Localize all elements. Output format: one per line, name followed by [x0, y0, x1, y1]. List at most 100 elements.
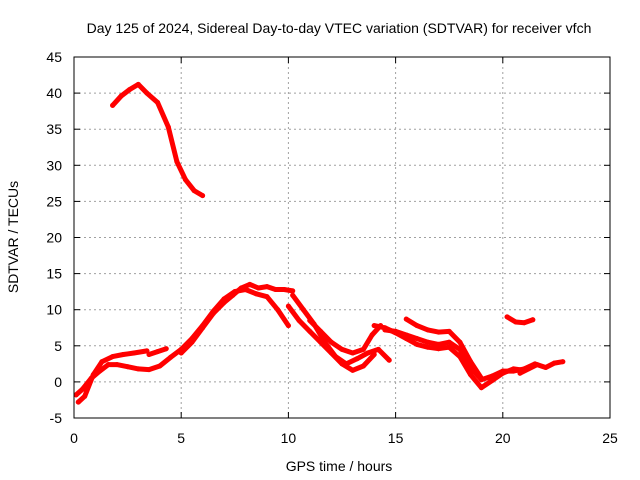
y-axis-label: SDTVAR / TECUs — [5, 181, 21, 293]
data-point — [290, 292, 296, 298]
data-point — [99, 359, 105, 365]
y-tick-label: 10 — [46, 302, 62, 318]
data-point — [436, 346, 441, 352]
data-point — [468, 372, 474, 378]
data-point — [174, 159, 180, 165]
y-tick-label: 45 — [46, 49, 62, 65]
data-point — [146, 352, 152, 357]
data-point — [144, 90, 150, 96]
x-tick-label: 20 — [495, 430, 511, 446]
data-point — [285, 303, 291, 309]
data-point — [90, 372, 96, 378]
data-point — [425, 344, 431, 350]
data-point — [478, 385, 484, 391]
data-point — [191, 188, 197, 194]
data-point — [350, 367, 356, 373]
data-point — [560, 359, 566, 365]
data-point — [500, 368, 506, 374]
data-point — [264, 284, 270, 290]
data-point — [354, 356, 360, 362]
data-point — [371, 323, 377, 329]
data-point — [414, 341, 420, 347]
data-point — [521, 320, 527, 326]
data-point — [307, 318, 313, 323]
data-point — [178, 350, 184, 356]
data-point — [221, 300, 227, 305]
x-tick-label: 10 — [281, 430, 297, 446]
data-point — [281, 287, 287, 292]
data-point — [125, 364, 131, 370]
data-point — [200, 193, 206, 199]
data-point — [530, 317, 536, 323]
x-tick-label: 0 — [70, 430, 78, 446]
data-point — [264, 294, 270, 300]
data-point — [489, 373, 495, 379]
data-point — [350, 350, 356, 356]
data-point — [82, 393, 88, 399]
data-point — [230, 292, 236, 298]
y-tick-label: 5 — [54, 338, 62, 354]
data-point — [478, 375, 484, 381]
data-point — [414, 336, 420, 342]
data-point — [307, 328, 313, 334]
data-point — [273, 287, 278, 292]
ticks: 0 5 10 15 20 25 -5 0 5 10 15 20 25 30 35 40 45 — [46, 49, 618, 446]
data-point — [322, 339, 328, 345]
data-point — [290, 288, 296, 294]
chart-title: Day 125 of 2024, Sidereal Day-to-day VTE… — [87, 20, 592, 36]
data-point — [513, 319, 519, 325]
data-point — [360, 346, 366, 352]
data-point — [333, 354, 339, 360]
y-tick-label: 30 — [46, 157, 62, 173]
data-point — [318, 328, 324, 334]
series-main-arc-a — [73, 287, 291, 398]
data-point — [543, 365, 549, 370]
data-point — [131, 350, 137, 356]
data-point — [343, 361, 349, 367]
data-point — [105, 362, 111, 368]
data-point — [386, 357, 392, 363]
data-point — [110, 102, 116, 108]
data-point — [157, 363, 163, 369]
grid — [74, 57, 610, 418]
y-tick-label: 0 — [54, 374, 62, 390]
data-point — [504, 314, 510, 320]
x-tick-label: 25 — [602, 430, 618, 446]
data-point — [446, 328, 452, 334]
y-tick-label: 40 — [46, 85, 62, 101]
data-point — [155, 100, 161, 105]
data-point — [253, 291, 259, 297]
series-late-segment — [504, 314, 536, 326]
data-point — [468, 359, 474, 365]
data-point — [414, 323, 420, 329]
data-point — [210, 310, 216, 316]
data-point — [118, 93, 124, 99]
series-mid-arc-c — [307, 318, 384, 356]
data-point — [255, 285, 261, 291]
data-point — [146, 367, 152, 373]
data-point — [511, 368, 516, 374]
x-tick-label: 5 — [177, 430, 185, 446]
data-point — [75, 399, 81, 405]
data-point — [436, 341, 441, 347]
data-point — [551, 360, 557, 366]
data-point — [127, 87, 133, 92]
data-point — [526, 366, 531, 372]
data-point — [275, 307, 281, 313]
data-point — [285, 323, 291, 329]
y-tick-label: 25 — [46, 193, 62, 209]
data-point — [403, 332, 409, 338]
data-point — [168, 354, 173, 360]
data-point — [110, 354, 116, 360]
data-point — [120, 352, 126, 357]
data-point — [365, 350, 371, 356]
data-point — [436, 329, 441, 335]
data-point — [360, 363, 366, 369]
data-point — [80, 386, 86, 392]
data-point — [200, 325, 206, 331]
data-point — [238, 285, 244, 291]
data-point — [183, 177, 188, 183]
data-point — [517, 370, 523, 376]
data-point — [73, 392, 79, 398]
